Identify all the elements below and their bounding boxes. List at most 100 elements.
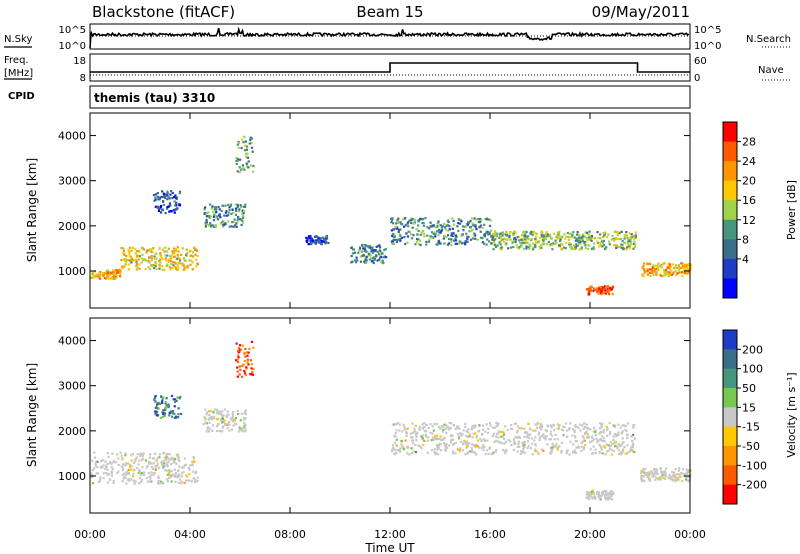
scatter-cell — [425, 243, 428, 246]
scatter-cell — [603, 440, 606, 443]
scatter-cell — [641, 273, 644, 276]
colorbar-swatch — [723, 180, 737, 201]
scatter-cell — [235, 162, 238, 166]
scatter-cell — [425, 430, 428, 433]
scatter-cell — [99, 274, 102, 277]
scatter-cell — [153, 255, 156, 258]
scatter-cell — [483, 445, 486, 449]
scatter-cell — [441, 225, 444, 228]
scatter-cell — [606, 434, 609, 437]
scatter-cell — [688, 268, 691, 271]
scatter-cell — [587, 291, 590, 294]
scatter-cell — [620, 453, 623, 456]
scatter-cell — [634, 231, 637, 234]
scatter-cell — [440, 449, 443, 452]
scatter-cell — [495, 432, 499, 436]
scatter-cell — [222, 219, 225, 223]
scatter-cell — [117, 271, 120, 274]
colorbar-tick-label: -50 — [742, 440, 760, 453]
scatter-cell — [659, 475, 662, 479]
scatter-cell — [175, 267, 178, 270]
scatter-cell — [454, 234, 457, 237]
scatter-cell — [470, 446, 473, 450]
scatter-cell — [136, 250, 139, 253]
scatter-cell — [512, 233, 515, 236]
scatter-cell — [585, 288, 588, 291]
scatter-cell — [437, 231, 440, 234]
scatter-cell — [604, 248, 607, 251]
scatter-cell — [452, 232, 455, 235]
scatter-cell — [437, 453, 440, 456]
scatter-cell — [448, 444, 451, 447]
scatter-cell — [467, 235, 470, 238]
scatter-cell — [135, 262, 138, 266]
scatter-cell — [241, 430, 244, 433]
scatter-cell — [465, 429, 468, 433]
scatter-cell — [531, 453, 534, 456]
scatter-cell — [182, 264, 185, 267]
scatter-cell — [324, 242, 327, 245]
scatter-cell — [228, 225, 231, 228]
scatter-cell — [174, 457, 177, 461]
scatter-cell — [465, 232, 468, 235]
scatter-cell — [486, 233, 489, 236]
scatter-cell — [167, 469, 170, 472]
scatter-cell — [164, 456, 167, 459]
scatter-cell — [368, 246, 371, 249]
scatter-cell — [462, 449, 465, 452]
scatter-cell — [575, 425, 578, 428]
scatter-cell — [456, 448, 460, 451]
scatter-cell — [658, 264, 661, 268]
scatter-cell — [364, 248, 367, 251]
scatter-cell — [174, 204, 177, 207]
colorbar-swatch — [723, 122, 737, 143]
scatter-cell — [164, 254, 167, 257]
scatter-cell — [531, 442, 534, 445]
scatter-cell — [568, 243, 571, 246]
scatter-cell — [462, 429, 465, 432]
scatter-cell — [406, 452, 409, 455]
scatter-cell — [674, 480, 677, 483]
scatter-cell — [626, 246, 629, 249]
scatter-cell — [154, 252, 157, 255]
scatter-cell — [443, 222, 446, 226]
scatter-cell — [216, 218, 220, 221]
scatter-cell — [164, 469, 167, 472]
scatter-cell — [541, 242, 544, 245]
scatter-cell — [653, 468, 656, 471]
scatter-cell — [127, 268, 130, 271]
scatter-cell — [592, 438, 595, 441]
scatter-cell — [447, 224, 450, 227]
scatter-cell — [495, 235, 498, 238]
scatter-cell — [166, 473, 169, 476]
scatter-cell — [165, 453, 168, 456]
scatter-cell — [520, 245, 523, 248]
scatter-cell — [149, 453, 152, 456]
scatter-cell — [588, 292, 591, 295]
scatter-cell — [518, 235, 521, 239]
scatter-cell — [418, 427, 421, 430]
scatter-cell — [173, 265, 176, 268]
scatter-cell — [624, 428, 627, 431]
scatter-cell — [634, 234, 637, 237]
scatter-cell — [576, 244, 579, 247]
scatter-cell — [94, 464, 97, 467]
colorbar-swatch — [723, 446, 737, 466]
scatter-cell — [370, 257, 373, 260]
scatter-cell — [644, 468, 647, 471]
scatter-cell — [530, 230, 533, 233]
scatter-cell — [485, 243, 488, 246]
scatter-cell — [243, 135, 246, 138]
scatter-cell — [190, 480, 194, 483]
scatter-cell — [436, 230, 439, 233]
scatter-cell — [606, 450, 609, 453]
scatter-cell — [642, 479, 645, 482]
scatter-cell — [371, 247, 374, 250]
scatter-cell — [228, 423, 231, 426]
scatter-cell — [227, 220, 230, 223]
scatter-cell — [158, 198, 161, 201]
scatter-cell — [611, 293, 614, 296]
scatter-cell — [435, 434, 438, 438]
scatter-cell — [463, 439, 466, 442]
scatter-cell — [569, 232, 573, 235]
